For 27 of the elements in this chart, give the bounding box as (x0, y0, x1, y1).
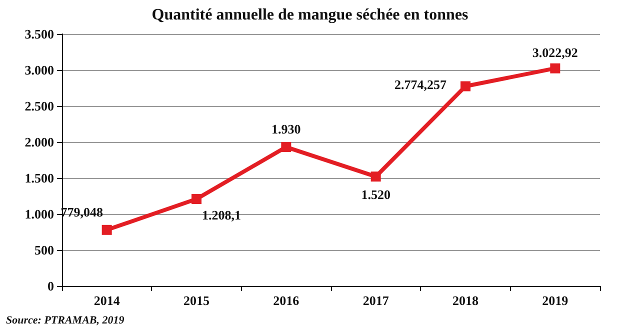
y-tick-label: 2.000 (24, 134, 54, 150)
x-tick-label: 2016 (273, 293, 300, 308)
point (460, 81, 470, 92)
point (192, 194, 202, 204)
x-tick-label: 2014 (94, 293, 120, 308)
x-tick-label: 2018 (452, 293, 479, 308)
y-tick-label: 500 (34, 242, 54, 258)
y-tick-label: 3.500 (24, 26, 54, 42)
x-tick-label: 2017 (362, 293, 390, 308)
y-tick-label: 2.500 (24, 98, 54, 114)
y-tick-label: 0 (48, 278, 54, 294)
y-tick-label: 1.000 (24, 206, 54, 222)
point (102, 224, 112, 235)
data-label: 2.774,257 (394, 76, 447, 92)
chart-title: Quantité annuelle de mangue séchée en tonnes (152, 6, 468, 24)
x-tick-label: 2019 (542, 293, 569, 308)
data-label: 1.208,1 (202, 208, 241, 223)
y-tick-label: 1.500 (24, 170, 54, 186)
point (281, 142, 292, 152)
point (370, 172, 381, 182)
source-note: Source: PTRAMAB, 2019 (6, 314, 125, 326)
point (550, 63, 560, 74)
y-tick-label: 3.000 (24, 62, 54, 78)
x-tick-label: 2015 (184, 293, 210, 308)
data-label: 1.520 (361, 187, 390, 202)
data-label: 1.930 (272, 122, 301, 137)
data-label: 3.022,92 (532, 44, 578, 60)
